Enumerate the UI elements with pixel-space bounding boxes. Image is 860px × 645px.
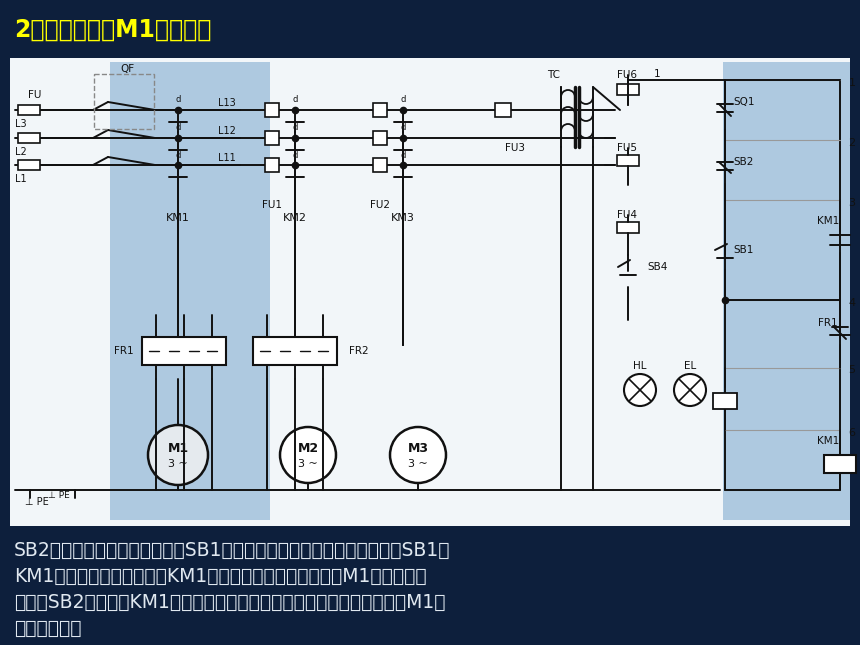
Text: HL: HL bbox=[633, 361, 647, 371]
Text: FR2: FR2 bbox=[349, 346, 369, 356]
Bar bbox=[18, 133, 40, 143]
Text: L12: L12 bbox=[218, 126, 236, 136]
Text: d: d bbox=[292, 150, 298, 159]
Text: 2）主轴电动朼M1的控制。: 2）主轴电动朼M1的控制。 bbox=[14, 18, 212, 42]
Text: d: d bbox=[175, 123, 181, 132]
Text: FR1: FR1 bbox=[114, 346, 134, 356]
Bar bbox=[265, 103, 279, 117]
Text: KM1: KM1 bbox=[817, 216, 839, 226]
Text: 1: 1 bbox=[654, 69, 660, 79]
Text: FU3: FU3 bbox=[505, 143, 525, 153]
Bar bbox=[824, 455, 856, 473]
Text: d: d bbox=[400, 95, 406, 104]
Text: FU2: FU2 bbox=[370, 200, 390, 210]
Text: 电停止运行。: 电停止运行。 bbox=[14, 619, 82, 638]
Bar bbox=[18, 160, 40, 170]
Text: FR1: FR1 bbox=[818, 318, 838, 328]
Bar bbox=[253, 337, 337, 365]
Bar bbox=[110, 62, 270, 520]
Circle shape bbox=[624, 374, 656, 406]
Bar bbox=[713, 393, 737, 409]
Circle shape bbox=[674, 374, 706, 406]
Text: QF: QF bbox=[120, 64, 134, 74]
Text: d: d bbox=[175, 150, 181, 159]
Text: 1: 1 bbox=[849, 78, 856, 88]
Text: 3 ~: 3 ~ bbox=[298, 459, 318, 469]
Text: L2: L2 bbox=[15, 147, 27, 157]
Text: FU1: FU1 bbox=[262, 200, 282, 210]
Text: FU6: FU6 bbox=[617, 70, 637, 80]
Text: d: d bbox=[292, 123, 298, 132]
Bar bbox=[617, 155, 639, 166]
Bar bbox=[142, 337, 226, 365]
Bar bbox=[373, 131, 387, 145]
Text: 4: 4 bbox=[849, 298, 856, 308]
Text: ⊥ PE: ⊥ PE bbox=[48, 490, 70, 499]
Text: TC: TC bbox=[548, 70, 561, 80]
Text: d: d bbox=[175, 95, 181, 104]
Text: SB4: SB4 bbox=[647, 262, 667, 272]
Text: 3 ~: 3 ~ bbox=[408, 459, 428, 469]
Text: d: d bbox=[400, 150, 406, 159]
Text: KM1: KM1 bbox=[166, 213, 190, 223]
Text: SB1: SB1 bbox=[733, 245, 753, 255]
Text: KM2: KM2 bbox=[283, 213, 307, 223]
Text: d: d bbox=[400, 123, 406, 132]
Text: 2: 2 bbox=[849, 138, 856, 148]
Bar bbox=[373, 103, 387, 117]
Bar bbox=[10, 58, 850, 526]
Text: 按一下SB2，接触器KM1断电释放，其主触点和自锁触点都断开，电动朼M1断: 按一下SB2，接触器KM1断电释放，其主触点和自锁触点都断开，电动朼M1断 bbox=[14, 593, 445, 612]
Circle shape bbox=[148, 425, 208, 485]
Text: SB2是红色蘑菇型的停止按鈕，SB1是绿色的启动按鈕。按一下启动按鈕SB1，: SB2是红色蘑菇型的停止按鈕，SB1是绿色的启动按鈕。按一下启动按鈕SB1， bbox=[14, 541, 451, 560]
Text: L1: L1 bbox=[15, 174, 27, 184]
Text: KM1: KM1 bbox=[817, 436, 839, 446]
Text: FU5: FU5 bbox=[617, 143, 637, 153]
Bar bbox=[617, 222, 639, 233]
Text: 6: 6 bbox=[849, 428, 856, 438]
Text: L3: L3 bbox=[15, 119, 27, 129]
Text: KM1线圈通电吸合并自锁，KM1的主触点闭合，主轴电动朼M1启动运转。: KM1线圈通电吸合并自锁，KM1的主触点闭合，主轴电动朼M1启动运转。 bbox=[14, 567, 427, 586]
Text: 3 ~: 3 ~ bbox=[168, 459, 187, 469]
Text: M2: M2 bbox=[298, 442, 318, 455]
Text: 3: 3 bbox=[849, 198, 856, 208]
Text: FU: FU bbox=[28, 90, 41, 100]
Circle shape bbox=[280, 427, 336, 483]
Text: SB2: SB2 bbox=[733, 157, 753, 167]
Bar bbox=[617, 84, 639, 95]
Text: KM3: KM3 bbox=[391, 213, 415, 223]
Text: M1: M1 bbox=[168, 442, 188, 455]
Bar bbox=[373, 158, 387, 172]
Text: L13: L13 bbox=[218, 98, 236, 108]
Circle shape bbox=[390, 427, 446, 483]
Text: SQ1: SQ1 bbox=[733, 97, 754, 107]
Bar bbox=[265, 131, 279, 145]
Text: EL: EL bbox=[684, 361, 696, 371]
Text: M3: M3 bbox=[408, 442, 428, 455]
Bar bbox=[18, 105, 40, 115]
Text: FU4: FU4 bbox=[617, 210, 637, 220]
Text: d: d bbox=[292, 95, 298, 104]
Text: 5: 5 bbox=[849, 365, 856, 375]
Bar bbox=[94, 74, 154, 129]
Bar bbox=[495, 103, 511, 117]
Text: L11: L11 bbox=[218, 153, 236, 163]
Bar bbox=[265, 158, 279, 172]
Text: ⊥ PE: ⊥ PE bbox=[25, 497, 49, 507]
Bar bbox=[723, 62, 850, 520]
